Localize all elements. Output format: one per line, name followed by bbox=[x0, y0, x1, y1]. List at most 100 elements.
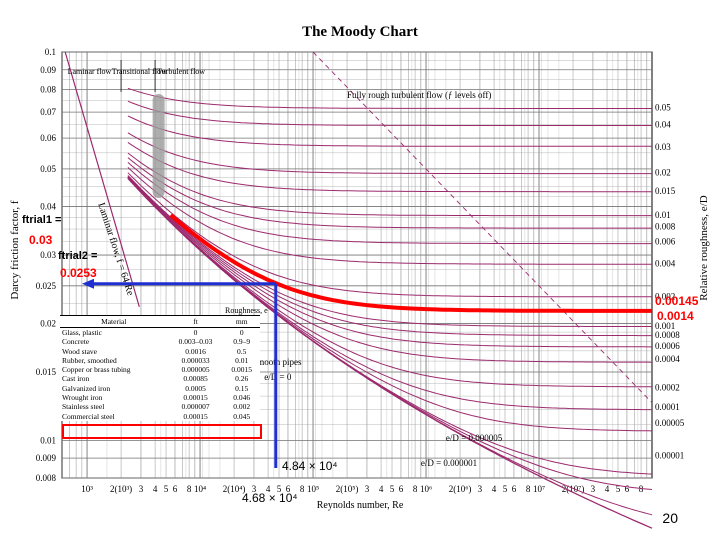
curve-label-1e-6: e/D = 0.000001 bbox=[421, 458, 477, 468]
y-tick-label: 0.025 bbox=[36, 281, 57, 291]
table-cell: 0.003–0.03 bbox=[178, 337, 213, 347]
y-axis-label: Darcy friction factor, f bbox=[9, 200, 21, 299]
x-tick-label: 4 bbox=[153, 484, 158, 494]
ftrial2-value: 0.0253 bbox=[60, 266, 97, 280]
table-cell: Concrete bbox=[62, 337, 90, 347]
x-tick-label: 2(10⁶) bbox=[449, 484, 472, 494]
x-tick-label: 8 bbox=[639, 484, 644, 494]
roughness-curve bbox=[127, 115, 652, 147]
y-tick-label: 0.008 bbox=[36, 473, 57, 483]
ftrial1-value: 0.03 bbox=[29, 233, 53, 247]
y-tick-label: 0.02 bbox=[40, 318, 56, 328]
table-cell: 0.0016 bbox=[185, 346, 206, 356]
right-roughness-label: 0.05 bbox=[655, 102, 671, 112]
roughness-curve bbox=[127, 152, 652, 217]
table-row: Glass, plastic 0 0 bbox=[60, 328, 260, 338]
region-label-turbulent: Turbulent flow bbox=[157, 67, 205, 76]
re-value-1: 4.84 × 10⁴ bbox=[282, 459, 338, 473]
highlight-curve bbox=[169, 213, 652, 313]
right-roughness-label: 0.00001 bbox=[655, 450, 684, 460]
curve-label-5e-6: e/D = 0.000005 bbox=[446, 433, 503, 443]
right-roughness-label: 0.0008 bbox=[655, 330, 680, 340]
table-row: Copper or brass tubing 0.000005 0.0015 bbox=[60, 365, 260, 374]
roughness-curve bbox=[127, 162, 652, 245]
table-cell: Commercial steel bbox=[62, 411, 115, 421]
roughness-curve bbox=[127, 176, 652, 348]
x-tick-label: 5 bbox=[616, 484, 621, 494]
table-row: Rubber, smoothed 0.000033 0.01 bbox=[60, 356, 260, 365]
table-cell: Copper or brass tubing bbox=[62, 365, 131, 375]
smooth-ed-label: e/D = 0 bbox=[264, 372, 292, 382]
roughness-curve bbox=[127, 172, 652, 298]
x-tick-label: 6 bbox=[286, 484, 291, 494]
x-tick-label: 6 bbox=[512, 484, 517, 494]
table-row: Commercial steel 0.00015 0.045 bbox=[60, 412, 260, 421]
x-tick-label: 5 bbox=[390, 484, 395, 494]
x-tick-label: 3 bbox=[139, 484, 144, 494]
laminar-line bbox=[64, 51, 140, 308]
table-cell: 0.00085 bbox=[183, 374, 208, 384]
roughness-curve bbox=[127, 157, 652, 229]
table-cell: Rubber, smoothed bbox=[62, 355, 117, 365]
x-tick-label: 4 bbox=[379, 484, 384, 494]
x-tick-label: 8 bbox=[300, 484, 305, 494]
x-tick-label: 10⁶ bbox=[420, 484, 432, 494]
table-row: Galvanized iron 0.0005 0.15 bbox=[60, 384, 260, 393]
ftrial2-label: ftrial2 = bbox=[58, 250, 98, 262]
x-tick-label: 10⁷ bbox=[533, 484, 545, 494]
x-tick-label: 5 bbox=[277, 484, 282, 494]
y-tick-label: 0.05 bbox=[40, 164, 56, 174]
right-roughness-label: 0.00005 bbox=[655, 418, 685, 428]
right-roughness-label: 0.008 bbox=[655, 222, 676, 232]
x-tick-label: 10⁵ bbox=[307, 484, 319, 494]
y-tick-label: 0.08 bbox=[40, 85, 56, 95]
table-cell: 0.002 bbox=[233, 402, 251, 412]
table-row: Concrete 0.003–0.03 0.9–9 bbox=[60, 337, 260, 346]
roughness-curve bbox=[127, 100, 652, 126]
x-tick-label: 3 bbox=[252, 484, 257, 494]
roughness-curve bbox=[127, 176, 653, 363]
galvanized-iron-highlight bbox=[62, 424, 262, 439]
table-cell: 0 bbox=[239, 328, 244, 337]
right-roughness-label: 0.01 bbox=[655, 210, 671, 220]
x-tick-label: 4 bbox=[492, 484, 497, 494]
table-cell: Glass, plastic bbox=[62, 328, 102, 337]
table-cell: 0.000033 bbox=[181, 355, 210, 365]
y-tick-label: 0.01 bbox=[40, 435, 56, 445]
table-row: Wood stave 0.0016 0.5 bbox=[60, 347, 260, 356]
table-cell: 0.046 bbox=[233, 393, 251, 403]
ftrial1-label: ftrial1 = bbox=[22, 214, 62, 226]
y-tick-label: 0.07 bbox=[40, 107, 56, 117]
roughness-curve bbox=[127, 167, 652, 265]
y-tick-label: 0.04 bbox=[40, 202, 56, 212]
table-cell: 0.00015 bbox=[183, 393, 208, 403]
table-cell: 0.000007 bbox=[181, 402, 210, 412]
table-cell: 0.0005 bbox=[185, 383, 206, 393]
roughness-curve bbox=[127, 175, 652, 327]
table-row: Cast iron 0.00085 0.26 bbox=[60, 374, 260, 383]
y-tick-label: 0.09 bbox=[40, 65, 56, 75]
region-label-fully-rough: Fully rough turbulent flow (ƒ levels off… bbox=[347, 90, 491, 100]
x-tick-label: 5 bbox=[164, 484, 169, 494]
roughness-curve bbox=[127, 177, 652, 388]
table-header-ft: ft bbox=[167, 315, 224, 328]
x-tick-label: 4 bbox=[266, 484, 271, 494]
table-cell: 0.5 bbox=[237, 346, 247, 356]
y-tick-label: 0.06 bbox=[40, 133, 56, 143]
ed-value-a: 0.00145 bbox=[655, 294, 699, 308]
table-cell: Stainless steel bbox=[62, 402, 105, 412]
re-value-2: 4.68 × 10⁴ bbox=[242, 491, 298, 505]
x-axis-label: Reynolds number, Re bbox=[317, 500, 404, 511]
x-tick-label: 2(10⁷) bbox=[562, 484, 585, 494]
table-cell: 0.00015 bbox=[183, 411, 208, 421]
table-cell: 0.0015 bbox=[231, 365, 253, 375]
right-axis-label: Relative roughness, e/D bbox=[698, 195, 710, 300]
y-tick-label: 0.009 bbox=[36, 453, 57, 463]
right-roughness-label: 0.04 bbox=[655, 120, 671, 130]
x-tick-label: 8 bbox=[526, 484, 531, 494]
x-tick-label: 3 bbox=[478, 484, 483, 494]
x-tick-label: 2(10³) bbox=[110, 484, 132, 494]
roughness-curve bbox=[127, 132, 652, 175]
table-cell: Wrought iron bbox=[62, 393, 103, 403]
table-cell: 0 bbox=[193, 328, 198, 337]
